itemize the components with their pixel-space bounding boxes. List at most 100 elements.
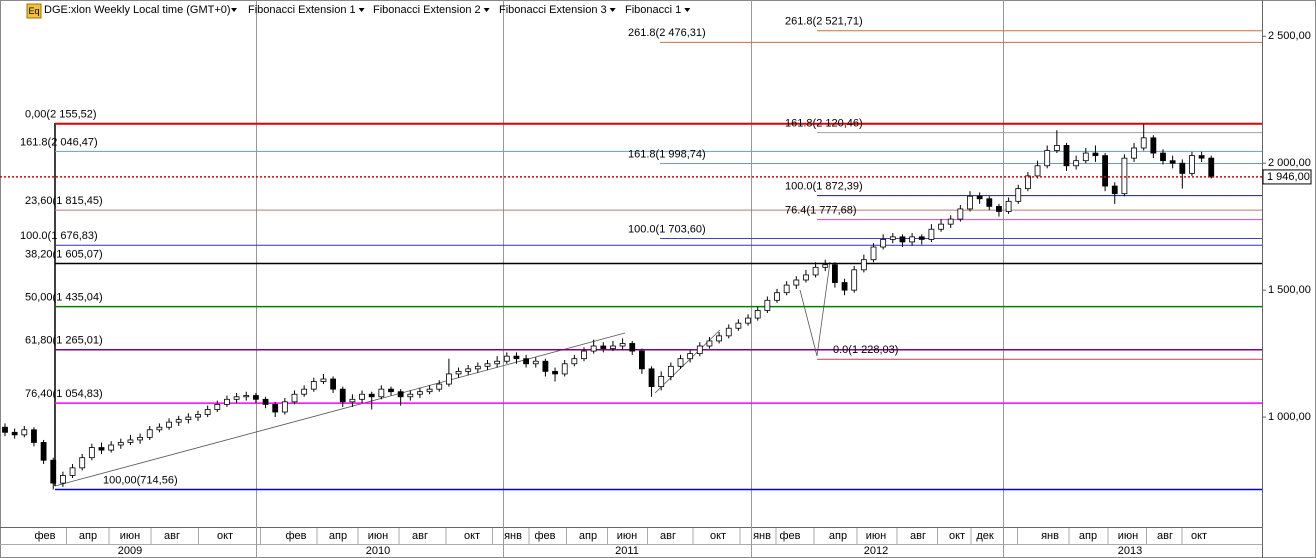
candle-body bbox=[1140, 137, 1147, 149]
candle-body bbox=[60, 475, 66, 484]
candle-body bbox=[426, 388, 433, 393]
candle-body bbox=[262, 398, 269, 405]
month-label: апр bbox=[329, 530, 347, 542]
candle-body bbox=[996, 205, 1002, 212]
candle-body bbox=[79, 457, 86, 469]
candle-body bbox=[889, 236, 896, 240]
fib-level-label: 161.8(2 120,46) bbox=[785, 118, 863, 130]
candle-body bbox=[677, 358, 684, 367]
candle-body bbox=[938, 223, 944, 230]
candle-body bbox=[407, 393, 414, 398]
candle-body bbox=[610, 345, 616, 349]
year-label: 2010 bbox=[366, 545, 390, 557]
month-label: фев bbox=[34, 530, 55, 542]
symbol-icon[interactable] bbox=[26, 3, 42, 19]
candle-body bbox=[513, 355, 520, 360]
candle-body bbox=[388, 388, 394, 393]
candle-body bbox=[1169, 160, 1176, 164]
candle-body bbox=[88, 447, 95, 459]
candle-body bbox=[204, 409, 211, 415]
candle-body bbox=[2, 426, 8, 433]
month-label: янв bbox=[753, 530, 771, 542]
study-label[interactable]: Fibonacci Extension 3 bbox=[499, 4, 607, 16]
candle-body bbox=[783, 284, 790, 294]
candle-body bbox=[494, 360, 501, 365]
candle-body bbox=[31, 429, 37, 443]
candle-body bbox=[252, 395, 259, 400]
fib-level-label: 161.8(2 046,47) bbox=[20, 136, 98, 148]
month-label: апр bbox=[829, 530, 847, 542]
candle-body bbox=[822, 264, 829, 268]
fib-level-label: 23,60(1 815,45) bbox=[25, 195, 103, 207]
month-label: апр bbox=[579, 530, 597, 542]
candle-body bbox=[291, 393, 298, 403]
study-label[interactable]: Fibonacci Extension 1 bbox=[248, 4, 356, 16]
candle-body bbox=[600, 345, 607, 349]
candle-body bbox=[774, 292, 780, 301]
dropdown-caret[interactable] bbox=[483, 8, 490, 12]
candle-body bbox=[1073, 160, 1080, 167]
month-label: янв bbox=[1041, 530, 1059, 542]
candle-body bbox=[764, 299, 771, 311]
candle-body bbox=[648, 368, 655, 388]
candle-body bbox=[1082, 152, 1089, 162]
candle-body bbox=[69, 467, 76, 476]
candle-body bbox=[1150, 137, 1157, 154]
fib-level-label: 0,00(2 155,52) bbox=[25, 109, 97, 121]
month-label: июн bbox=[368, 530, 388, 542]
fib-level-label: 100.0(1 676,83) bbox=[20, 230, 98, 242]
month-label: янв bbox=[504, 530, 522, 542]
candle-body bbox=[339, 388, 346, 403]
candle-body bbox=[108, 444, 115, 451]
year-label: 2009 bbox=[118, 545, 142, 557]
candle-body bbox=[1025, 175, 1031, 190]
month-label: дек bbox=[976, 530, 994, 542]
dropdown-caret[interactable] bbox=[609, 8, 616, 12]
candle-body bbox=[224, 398, 230, 405]
candle-body bbox=[532, 360, 539, 365]
dropdown-caret[interactable] bbox=[684, 8, 691, 12]
chart-title[interactable]: DGE:xlon Weekly Local time (GMT+0) bbox=[44, 4, 231, 16]
month-label: окт bbox=[710, 530, 726, 542]
year-label: 2013 bbox=[1118, 545, 1142, 557]
candle-body bbox=[1208, 157, 1215, 178]
study-label[interactable]: Fibonacci 1 bbox=[625, 4, 681, 16]
candle-body bbox=[899, 236, 906, 243]
candle-body bbox=[725, 327, 732, 337]
candle-body bbox=[330, 378, 337, 390]
candle-body bbox=[947, 218, 954, 225]
candle-body bbox=[745, 317, 751, 324]
candle-body bbox=[156, 426, 163, 431]
candle-body bbox=[928, 228, 935, 240]
candle-body bbox=[1160, 152, 1166, 162]
month-label: фев bbox=[285, 530, 306, 542]
candle-body bbox=[1131, 147, 1137, 159]
candle-body bbox=[368, 393, 375, 398]
candle-body bbox=[50, 459, 57, 484]
candle-body bbox=[214, 403, 221, 410]
y-tick-label: 2 000,00 bbox=[1268, 157, 1311, 169]
symbol-icon-label[interactable]: Eq bbox=[28, 6, 39, 16]
candle-body bbox=[503, 355, 510, 362]
candle-body bbox=[870, 246, 877, 261]
fib-level-label: 76,40(1 054,83) bbox=[25, 388, 103, 400]
fib-level-label: 61,80(1 265,01) bbox=[25, 335, 103, 347]
candle-body bbox=[918, 236, 925, 240]
candle-body bbox=[571, 358, 578, 365]
candle-body bbox=[716, 335, 722, 342]
fib-level-label: 261.8(2 521,71) bbox=[785, 16, 863, 28]
candle-body bbox=[40, 442, 47, 461]
dropdown-caret[interactable] bbox=[231, 8, 237, 12]
month-label: авг bbox=[164, 530, 180, 542]
candle-body bbox=[687, 353, 694, 360]
fib-level-label: 76.4(1 777,68) bbox=[785, 205, 857, 217]
candle-body bbox=[243, 395, 250, 398]
fib-level-label: 0.0(1 228,03) bbox=[833, 344, 898, 356]
candle-body bbox=[793, 279, 800, 286]
candle-body bbox=[1053, 145, 1060, 151]
candle-body bbox=[378, 388, 385, 398]
candle-body bbox=[754, 310, 761, 319]
dropdown-caret[interactable] bbox=[358, 8, 365, 12]
study-label[interactable]: Fibonacci Extension 2 bbox=[373, 4, 481, 16]
